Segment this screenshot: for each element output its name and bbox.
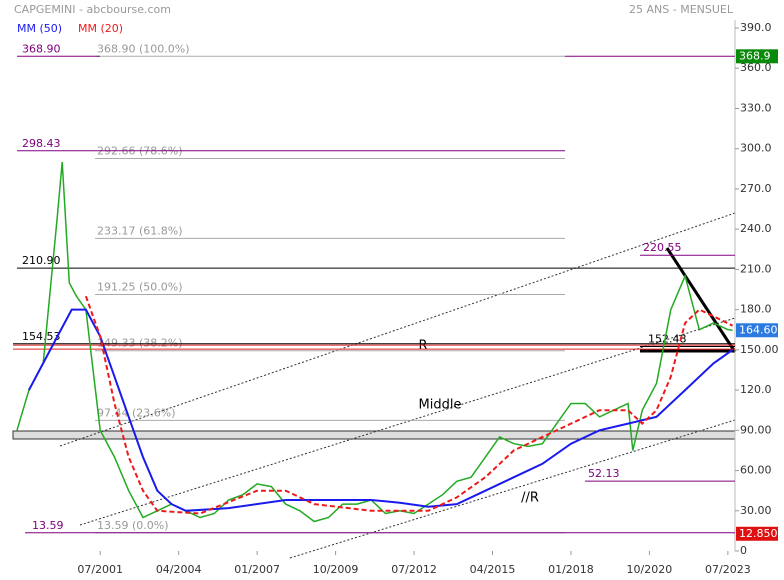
series-line bbox=[84, 295, 734, 515]
x-tick-label: 04/2004 bbox=[156, 563, 202, 576]
fib-label: 97.44 (23.6%) bbox=[97, 406, 176, 419]
level-label: 52.13 bbox=[588, 467, 620, 480]
x-tick-label: 10/2020 bbox=[627, 563, 673, 576]
price-tag bbox=[736, 526, 778, 541]
price-tag-label: 368.9 bbox=[739, 49, 771, 62]
x-tick-label: 04/2015 bbox=[470, 563, 516, 576]
annotation: Middle bbox=[419, 398, 462, 413]
fib-label: 233.17 (61.8%) bbox=[97, 224, 183, 237]
fib-label: 191.25 (50.0%) bbox=[97, 281, 183, 294]
channel-top bbox=[59, 212, 736, 447]
price-tag bbox=[736, 49, 778, 64]
x-tick-label: 10/2009 bbox=[313, 563, 359, 576]
y-tick-label: 90.00 bbox=[740, 423, 772, 436]
fib-label: 149.33 (38.2%) bbox=[97, 337, 183, 350]
channel-bottom bbox=[289, 419, 736, 559]
fib-label: 13.59 (0.0%) bbox=[97, 519, 169, 532]
y-tick-label: 330.0 bbox=[740, 101, 772, 114]
level-label: 13.59 bbox=[32, 519, 64, 532]
y-tick-label: 30.00 bbox=[740, 504, 772, 517]
y-tick-label: 120.0 bbox=[740, 383, 772, 396]
y-tick-label: 210.0 bbox=[740, 262, 772, 275]
chart-title: CAPGEMINI - abcbourse.com bbox=[14, 3, 171, 16]
level-label: 154.53 bbox=[22, 330, 61, 343]
legend-entry: MM (50) bbox=[17, 22, 62, 35]
trend-line bbox=[665, 247, 737, 353]
legend-entry: MM (20) bbox=[78, 22, 123, 35]
x-tick-label: 07/2012 bbox=[391, 563, 437, 576]
level-label: 210.90 bbox=[22, 254, 61, 267]
channel-middle bbox=[79, 317, 736, 526]
y-tick-label: 60.00 bbox=[740, 464, 772, 477]
annotation: //R bbox=[521, 491, 539, 506]
fib-label: 368.90 (100.0%) bbox=[97, 42, 190, 55]
x-tick-label: 07/2023 bbox=[705, 563, 751, 576]
y-tick-label: 180.0 bbox=[740, 303, 772, 316]
series-line bbox=[28, 308, 734, 512]
price-tag-label: 164.60 bbox=[739, 323, 778, 336]
x-tick-label: 01/2018 bbox=[548, 563, 594, 576]
level-label: 152.48 bbox=[648, 333, 687, 346]
level-label: 220.55 bbox=[643, 241, 682, 254]
price-tag bbox=[736, 323, 778, 338]
y-tick-label: 270.0 bbox=[740, 182, 772, 195]
y-tick-label: 0 bbox=[740, 544, 747, 557]
y-tick-label: 390.0 bbox=[740, 21, 772, 34]
x-tick-label: 01/2007 bbox=[234, 563, 280, 576]
y-tick-label: 150.00 bbox=[740, 343, 779, 356]
y-tick-label: 300.0 bbox=[740, 142, 772, 155]
chart-subtitle: 25 ANS - MENSUEL bbox=[629, 3, 734, 16]
level-label: 298.43 bbox=[22, 137, 61, 150]
annotation: R bbox=[418, 339, 427, 354]
x-tick-label: 07/2001 bbox=[77, 563, 123, 576]
y-tick-label: 240.0 bbox=[740, 222, 772, 235]
y-tick-label: 360.0 bbox=[740, 61, 772, 74]
level-label: 368.90 bbox=[22, 42, 61, 55]
price-tag-label: 12.850 bbox=[739, 527, 778, 540]
